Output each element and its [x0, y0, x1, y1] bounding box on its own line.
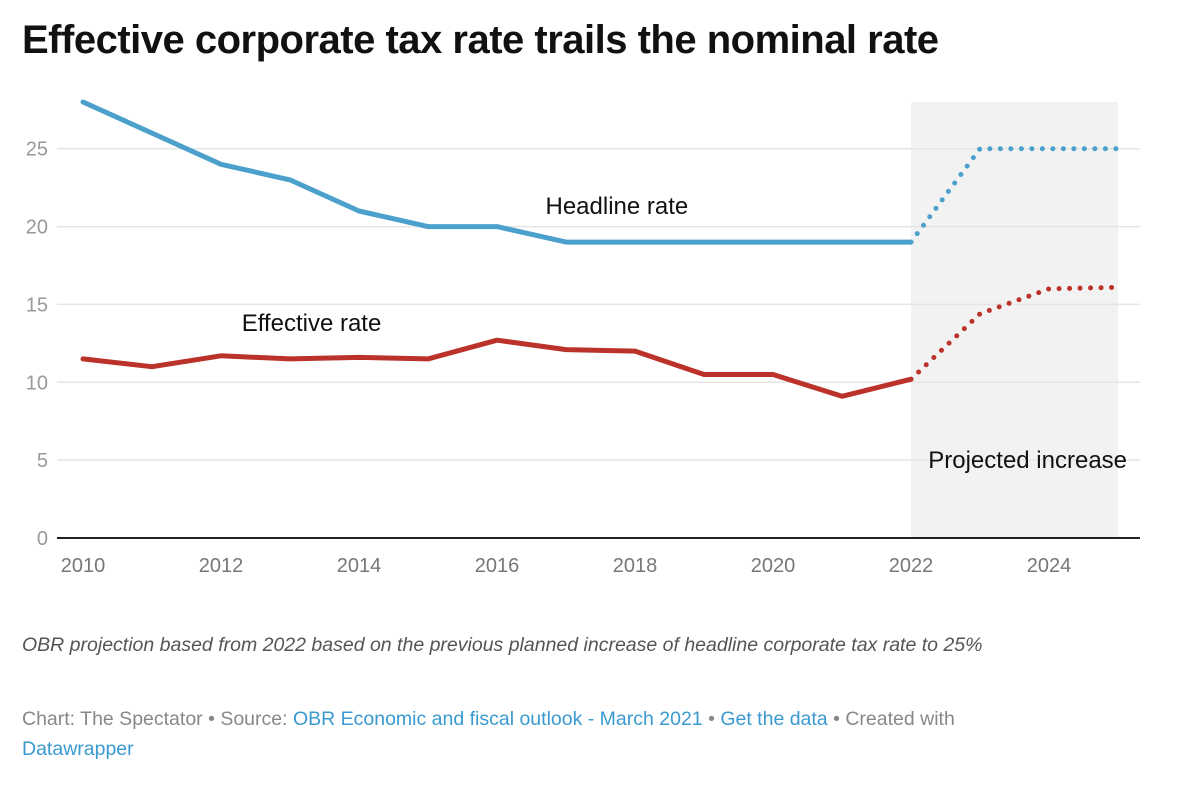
x-tick-label: 2020	[751, 555, 796, 577]
datawrapper-link[interactable]: Datawrapper	[22, 738, 134, 760]
x-tick-label: 2010	[61, 555, 106, 577]
x-tick-label: 2018	[613, 555, 658, 577]
effective-rate-line	[80, 337, 914, 399]
x-tick-label: 2014	[337, 555, 382, 577]
x-tick-label: 2012	[199, 555, 244, 577]
annotation-label: Effective rate	[242, 310, 382, 337]
credit-text: Chart: The Spectator	[22, 708, 203, 730]
y-tick-label: 0	[37, 528, 48, 550]
source-label: Source:	[220, 708, 293, 730]
y-tick-label: 20	[26, 217, 48, 239]
x-tick-label: 2022	[889, 555, 934, 577]
chart-title: Effective corporate tax rate trails the …	[22, 18, 939, 62]
separator: •	[702, 708, 721, 730]
headline-rate-projection-line	[908, 146, 1121, 245]
source-link[interactable]: OBR Economic and fiscal outlook - March …	[292, 708, 703, 730]
annotation-label: Headline rate	[546, 193, 689, 220]
created-with-text: Created with	[845, 708, 955, 730]
separator: •	[202, 708, 221, 730]
get-data-link[interactable]: Get the data	[720, 708, 828, 730]
y-tick-label: 25	[26, 139, 48, 161]
y-tick-label: 5	[37, 450, 48, 472]
x-tick-label: 2024	[1027, 555, 1072, 577]
line-chart: 0 5 10 15 20 25 2010 2012 2014 2016 2018 2020 2022 20…	[26, 99, 1140, 577]
chart-notes: OBR projection based from 2022 based on …	[22, 634, 983, 656]
separator: •	[827, 708, 846, 730]
x-tick-label: 2016	[475, 555, 520, 577]
y-tick-label: 15	[26, 294, 48, 316]
projection-shade	[911, 102, 1118, 538]
headline-rate-line	[80, 99, 914, 245]
byline: Chart: The Spectator • Source: OBR Econo…	[22, 704, 1142, 764]
y-tick-label: 10	[26, 372, 48, 394]
annotation-label: Projected increase	[928, 447, 1127, 474]
